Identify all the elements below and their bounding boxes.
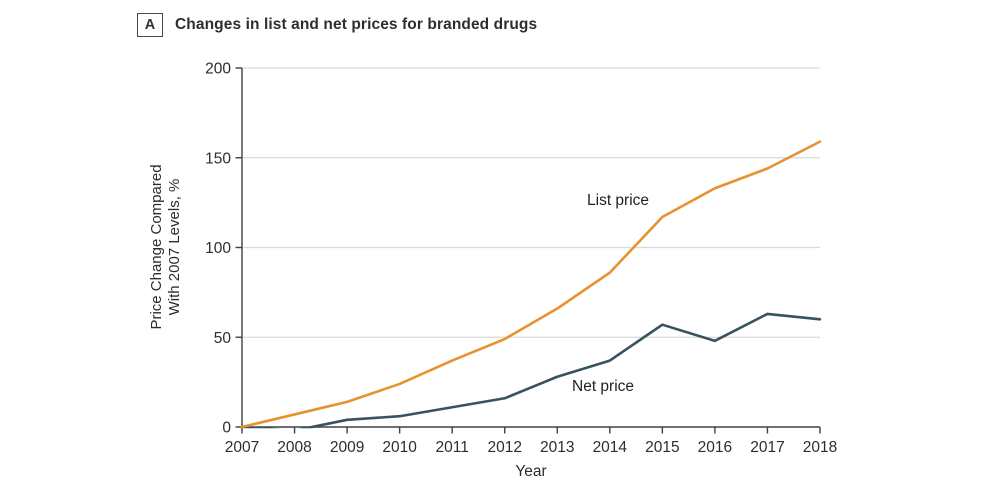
net-price-label: Net price bbox=[572, 378, 634, 395]
x-tick-label: 2010 bbox=[382, 439, 417, 456]
x-tick-label: 2007 bbox=[225, 439, 259, 456]
x-tick-label: 2014 bbox=[593, 439, 628, 456]
x-tick-label: 2013 bbox=[540, 439, 574, 456]
panel-title: Changes in list and net prices for brand… bbox=[175, 16, 538, 33]
x-tick-label: 2015 bbox=[645, 439, 679, 456]
net-price-line bbox=[240, 312, 822, 429]
panel-header: A Changes in list and net prices for bra… bbox=[137, 13, 537, 37]
list-price-line bbox=[240, 140, 822, 429]
x-tick-label: 2017 bbox=[750, 439, 784, 456]
x-tick-label: 2009 bbox=[330, 439, 364, 456]
y-tick-label: 100 bbox=[205, 240, 231, 257]
y-tick-label: 150 bbox=[205, 150, 231, 167]
y-tick-label: 200 bbox=[205, 61, 231, 78]
x-tick-label: 2008 bbox=[277, 439, 311, 456]
y-tick-label: 50 bbox=[214, 330, 232, 347]
panel-label: A bbox=[137, 13, 163, 37]
x-tick-label: 2016 bbox=[698, 439, 732, 456]
list-price-label: List price bbox=[587, 192, 649, 209]
x-tick-label: 2018 bbox=[803, 439, 837, 456]
y-tick-label: 0 bbox=[222, 420, 231, 437]
x-tick-label: 2012 bbox=[487, 439, 521, 456]
x-tick-label: 2011 bbox=[436, 439, 469, 456]
x-axis-title: Year bbox=[515, 463, 547, 480]
